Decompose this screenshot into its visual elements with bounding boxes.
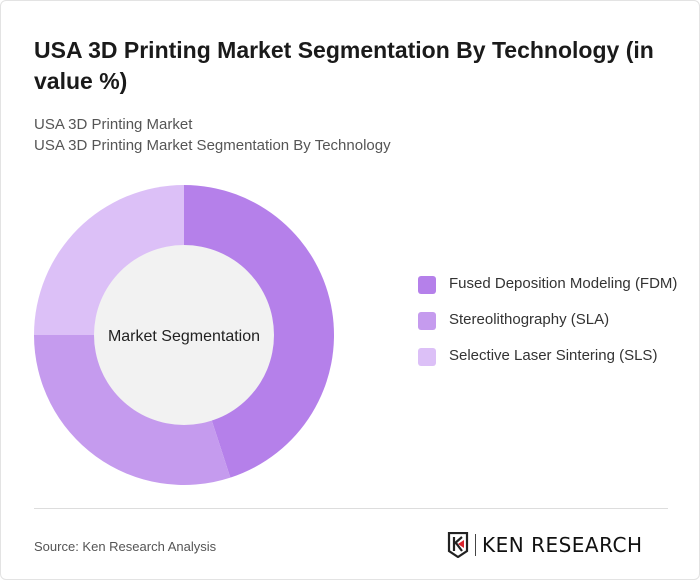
legend-label: Fused Deposition Modeling (FDM) <box>449 275 678 292</box>
divider <box>34 508 668 509</box>
legend-item-sla: Stereolithography (SLA) <box>418 309 678 331</box>
legend-swatch <box>418 276 436 294</box>
logo-text: KEN RESEARCH <box>482 533 643 557</box>
source-note: Source: Ken Research Analysis <box>34 539 217 554</box>
chart-title: USA 3D Printing Market Segmentation By T… <box>34 37 654 94</box>
subtitle-segmentation: USA 3D Printing Market Segmentation By T… <box>34 137 391 154</box>
logo-separator <box>475 534 476 556</box>
legend-item-sls: Selective Laser Sintering (SLS) <box>418 345 678 367</box>
ken-logo-icon <box>447 532 469 558</box>
ken-research-logo: KEN RESEARCH <box>447 532 643 558</box>
legend: Fused Deposition Modeling (FDM) Stereoli… <box>418 273 678 381</box>
legend-label: Stereolithography (SLA) <box>449 311 610 328</box>
subtitle-market: USA 3D Printing Market <box>34 116 193 133</box>
legend-item-fdm: Fused Deposition Modeling (FDM) <box>418 273 678 295</box>
center-label: Market Segmentation <box>108 328 260 345</box>
donut-hole <box>94 245 274 425</box>
legend-label: Selective Laser Sintering (SLS) <box>449 347 658 364</box>
legend-swatch <box>418 312 436 330</box>
legend-swatch <box>418 348 436 366</box>
